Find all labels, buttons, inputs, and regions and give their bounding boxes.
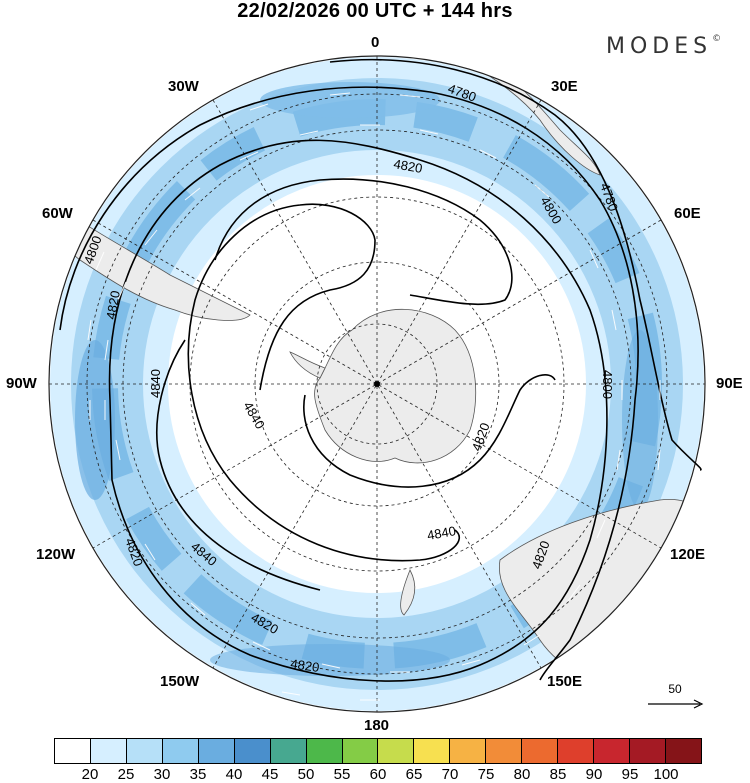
- colorbar-swatch: [233, 739, 270, 763]
- lon-label-60e: 60E: [674, 205, 701, 222]
- contour-label: 4820: [392, 156, 423, 176]
- colorbar-tick-label: 75: [477, 766, 495, 783]
- colorbar-tick-label: 20: [81, 766, 99, 783]
- colorbar-swatch: [629, 739, 665, 763]
- lon-label-120e: 120E: [670, 546, 706, 563]
- lon-label-0: 0: [371, 34, 380, 51]
- lon-label-60w: 60W: [42, 205, 73, 222]
- colorbar: [54, 738, 702, 764]
- contour-4840: [187, 203, 461, 562]
- colorbar-swatch: [664, 739, 701, 763]
- colorbar-swatch: [125, 739, 162, 763]
- colorbar-swatch: [377, 739, 414, 763]
- colorbar-tick-label: 50: [297, 766, 315, 783]
- contour-label: 4800: [600, 370, 615, 399]
- contour-4820-north: [214, 178, 513, 306]
- colorbar-tick-label: 80: [513, 766, 531, 783]
- colorbar-swatch: [161, 739, 198, 763]
- antarctic-peninsula: [289, 351, 326, 379]
- lon-label-180: 180: [364, 717, 390, 734]
- colorbar-swatch: [413, 739, 450, 763]
- colorbar-tick-label: 65: [405, 766, 423, 783]
- colorbar-swatch: [197, 739, 234, 763]
- colorbar-swatch: [593, 739, 629, 763]
- wind-vectors: [87, 92, 661, 701]
- contour-label: 4840: [240, 399, 267, 432]
- new-zealand: [400, 569, 416, 616]
- colorbar-tick-label: 35: [189, 766, 207, 783]
- colorbar-tick-label: 85: [549, 766, 567, 783]
- reference-vector-label: 50: [668, 682, 682, 696]
- colorbar-swatch: [485, 739, 522, 763]
- colorbar-swatch: [269, 739, 306, 763]
- colorbar-tick-label: 30: [153, 766, 171, 783]
- contour-label: 4840: [426, 523, 457, 543]
- colorbar-tick-label: 60: [369, 766, 387, 783]
- colorbar-tick-label: 55: [333, 766, 351, 783]
- map-title: 22/02/2026 00 UTC + 144 hrs: [237, 0, 513, 22]
- south-america: [49, 199, 251, 321]
- contour-label: 4840: [148, 369, 163, 398]
- colorbar-tick-label: 90: [585, 766, 603, 783]
- colorbar-swatch: [305, 739, 342, 763]
- lon-label-30e: 30E: [551, 78, 578, 95]
- colorbar-swatch: [521, 739, 558, 763]
- colorbar-tick-label: 25: [117, 766, 135, 783]
- contours: [59, 58, 702, 682]
- colorbar-swatch: [449, 739, 486, 763]
- antarctica: [314, 308, 477, 464]
- contour-4800: [59, 86, 639, 681]
- colorbar-swatch: [341, 739, 378, 763]
- jet-patch-south: [210, 644, 450, 676]
- colorbar-tick-label: 45: [261, 766, 279, 783]
- colorbar-swatch: [557, 739, 594, 763]
- lon-label-120w: 120W: [36, 546, 76, 563]
- colorbar-tick-label: 70: [441, 766, 459, 783]
- jet-patch-west: [75, 340, 115, 500]
- lon-label-150e: 150E: [547, 673, 583, 690]
- colorbar-tick-label: 95: [621, 766, 639, 783]
- modes-logo: MODES©: [606, 34, 722, 59]
- colorbar-swatch: [55, 739, 90, 763]
- lon-label-150w: 150W: [160, 673, 200, 690]
- contour-4820-inner: [156, 339, 321, 591]
- colorbar-tick-label: 40: [225, 766, 243, 783]
- contour-4780: [329, 58, 702, 471]
- reference-vector-arrow: [648, 699, 704, 709]
- lon-label-30w: 30W: [168, 78, 199, 95]
- colorbar-swatch: [89, 739, 126, 763]
- contour-label: 4820: [290, 656, 321, 675]
- contour-label: 4820: [103, 289, 123, 320]
- lon-label-90e: 90E: [716, 375, 743, 392]
- contour-4820-outer: [108, 139, 608, 682]
- contour-4840-inner: [303, 374, 556, 488]
- south-pole-marker: [374, 381, 380, 387]
- colorbar-tick-label: 100: [653, 766, 679, 783]
- lon-label-90w: 90W: [6, 375, 37, 392]
